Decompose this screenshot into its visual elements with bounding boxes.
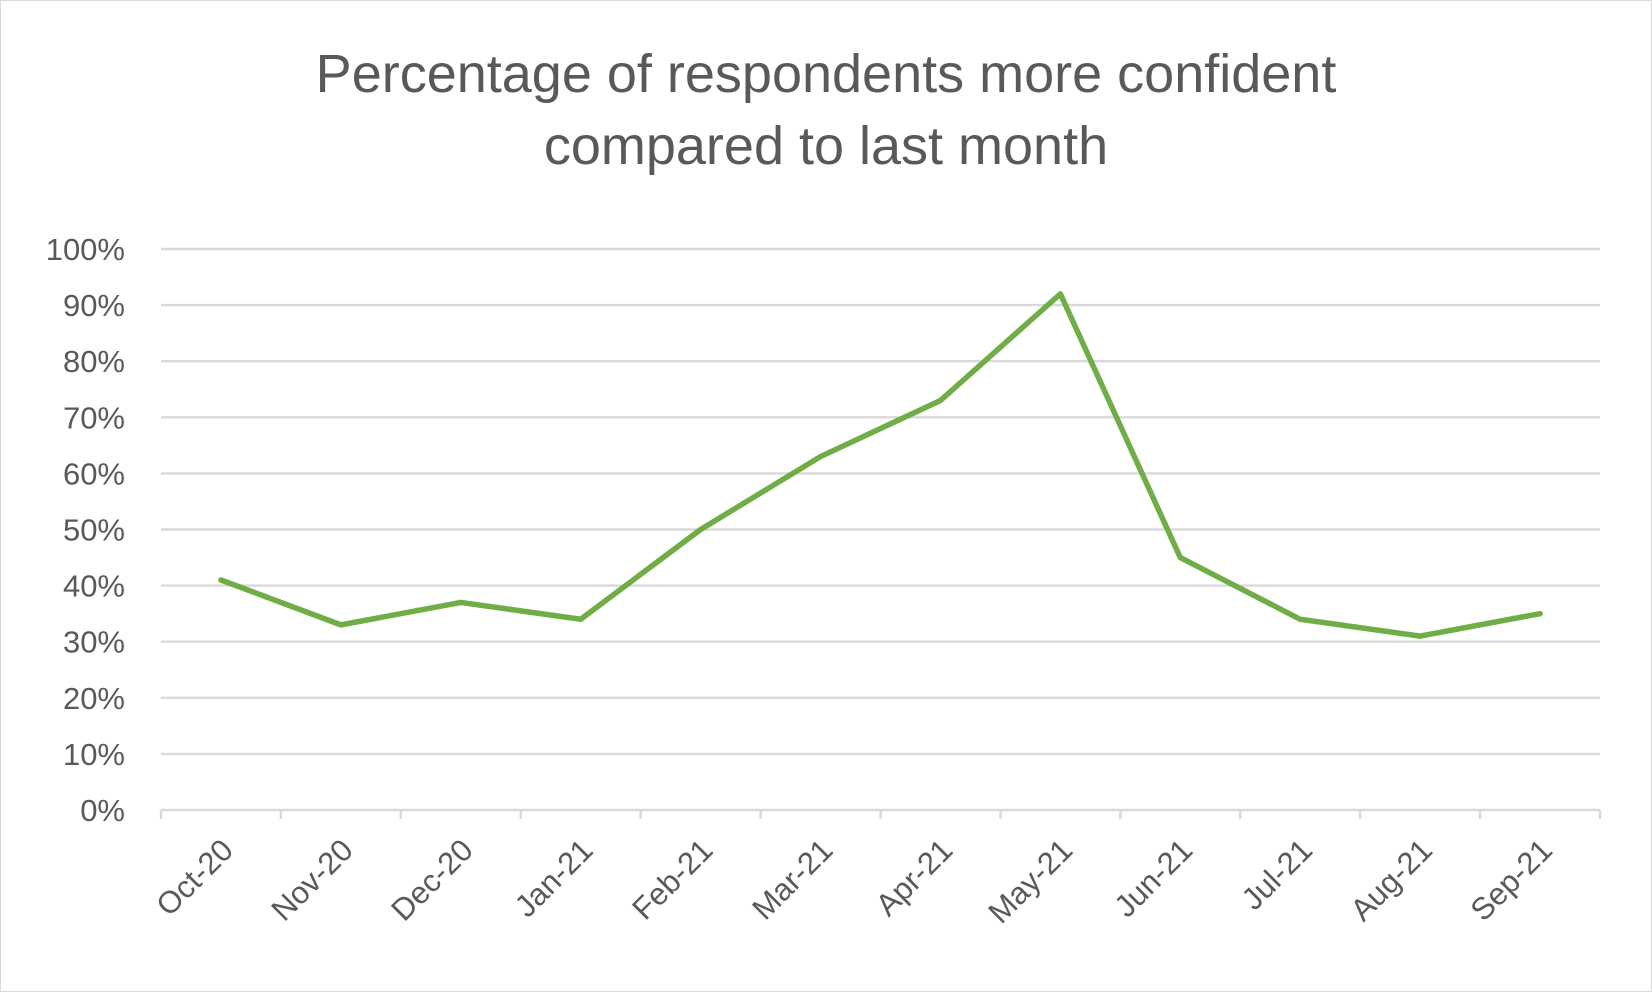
y-tick-label: 50% xyxy=(63,513,125,548)
x-tick-label: Feb-21 xyxy=(625,832,719,926)
chart-title: Percentage of respondents more confident… xyxy=(0,38,1652,182)
x-tick-label: Oct-20 xyxy=(149,832,240,923)
y-tick-label: 10% xyxy=(63,737,125,772)
x-tick-label: Nov-20 xyxy=(264,832,359,927)
x-tick-label: Apr-21 xyxy=(869,832,960,923)
y-tick-label: 100% xyxy=(46,232,125,267)
x-tick-label: May-21 xyxy=(981,832,1079,930)
series-layer xyxy=(218,291,1543,639)
x-tick-label: Dec-20 xyxy=(384,832,479,927)
x-axis xyxy=(159,808,1602,819)
y-tick-label: 60% xyxy=(63,456,125,491)
x-tick-label: Sep-21 xyxy=(1464,832,1559,927)
y-axis-labels: 0% 10% 20% 30% 40% 50% 60% 70% 80% 90% 100% xyxy=(46,232,125,828)
series-line xyxy=(218,291,1543,639)
x-tick-label: Mar-21 xyxy=(745,832,839,926)
y-tick-label: 80% xyxy=(63,344,125,379)
x-tick-label: Jun-21 xyxy=(1107,832,1199,924)
x-tick-label: Jul-21 xyxy=(1235,832,1319,916)
x-tick-label: Jan-21 xyxy=(508,832,600,924)
y-tick-label: 40% xyxy=(63,569,125,604)
gridlines xyxy=(161,247,1600,756)
y-tick-label: 30% xyxy=(63,625,125,660)
chart-title-line-2: compared to last month xyxy=(543,116,1109,176)
x-axis-labels: Oct-20 Nov-20 Dec-20 Jan-21 Feb-21 Mar-21 Apr-… xyxy=(149,832,1559,930)
y-tick-label: 0% xyxy=(80,793,125,828)
chart-title-line-1: Percentage of respondents more confident xyxy=(315,44,1337,104)
x-tick-label: Aug-21 xyxy=(1344,832,1439,927)
y-tick-label: 90% xyxy=(63,288,125,323)
y-tick-label: 20% xyxy=(63,681,125,716)
y-tick-label: 70% xyxy=(63,400,125,435)
